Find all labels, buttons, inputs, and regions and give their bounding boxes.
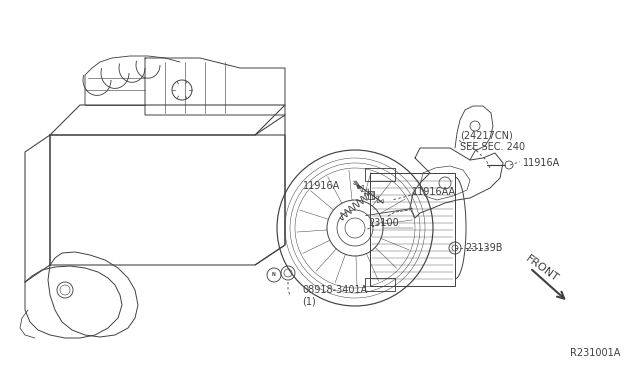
Text: 23100: 23100 [368, 218, 399, 228]
Text: SEE SEC. 240: SEE SEC. 240 [460, 142, 525, 152]
Text: 11916A: 11916A [523, 158, 560, 168]
Text: 11916AA: 11916AA [412, 187, 456, 197]
Text: (1): (1) [302, 297, 316, 307]
Text: N: N [272, 273, 276, 278]
Text: R231001A: R231001A [570, 348, 620, 358]
Text: 11916A: 11916A [303, 181, 340, 191]
Text: FRONT: FRONT [524, 254, 561, 284]
Text: 08918-3401A: 08918-3401A [302, 285, 367, 295]
Text: (24217CN): (24217CN) [460, 130, 513, 140]
Text: 23139B: 23139B [465, 243, 502, 253]
